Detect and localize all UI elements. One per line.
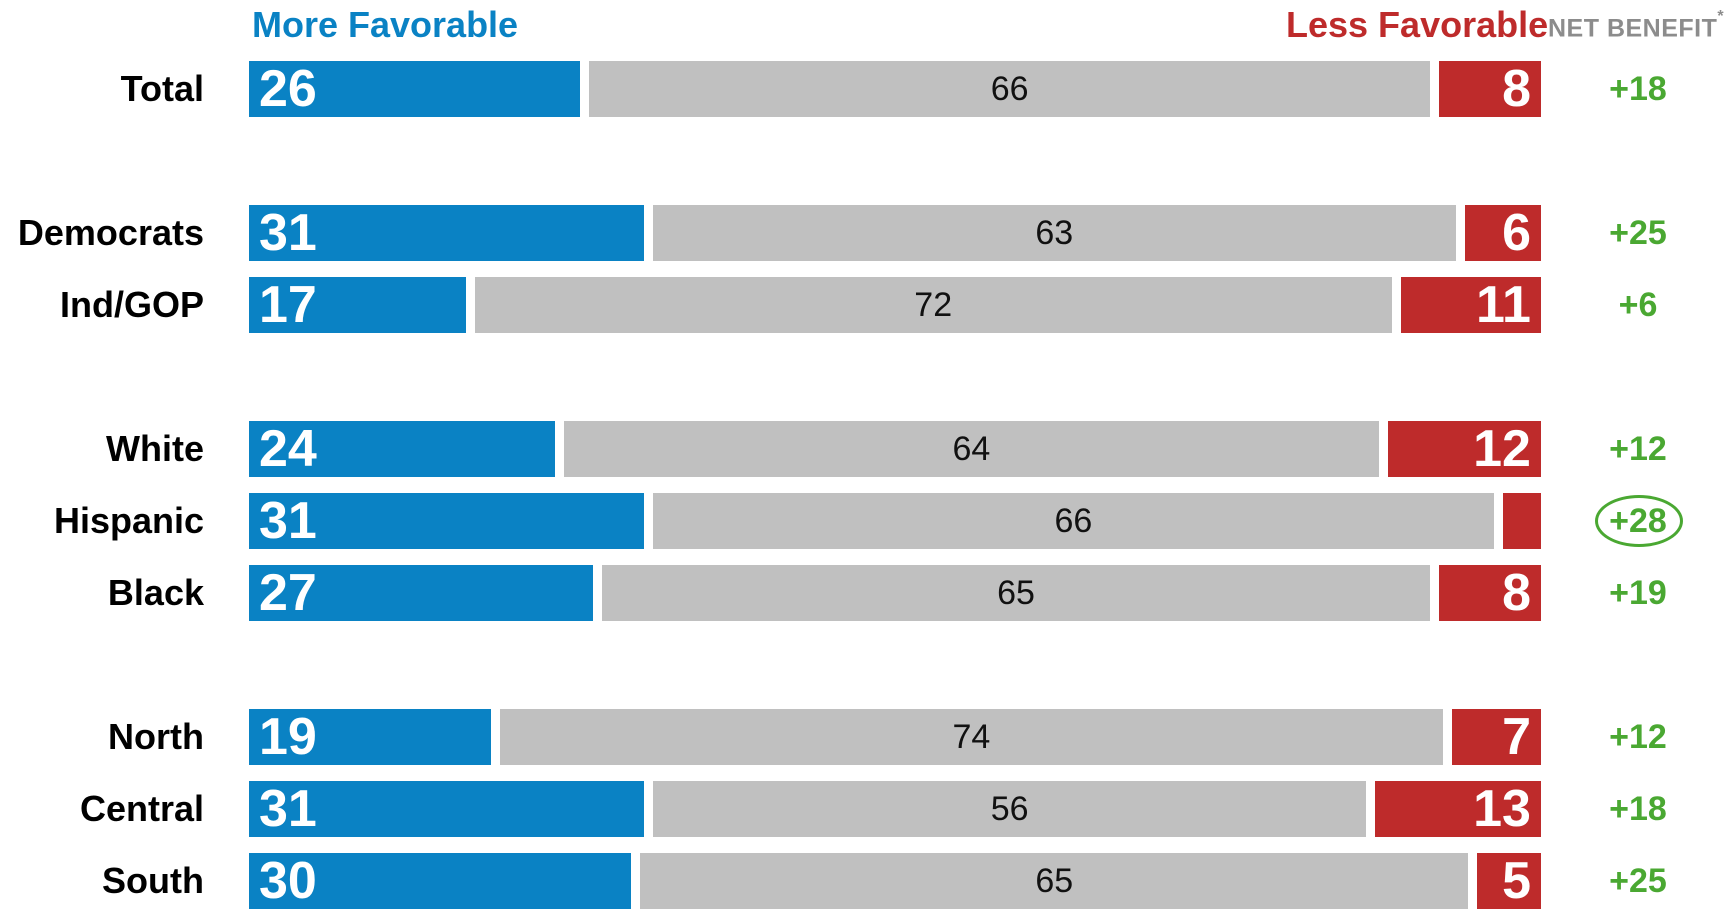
header-less-favorable: Less Favorable xyxy=(1286,4,1549,45)
net-benefit-value: +18 xyxy=(1609,70,1667,108)
bar-less-favorable xyxy=(1502,493,1541,549)
net-benefit-value: +6 xyxy=(1618,286,1658,324)
row-label: Central xyxy=(79,788,204,829)
bar-more-favorable: 27 xyxy=(249,565,593,621)
bar-more-favorable: 24 xyxy=(249,421,555,477)
bar-less-favorable: 5 xyxy=(1477,853,1541,909)
header-net-benefit: NET BENEFIT* xyxy=(1548,8,1724,43)
bar-more-favorable: 26 xyxy=(249,61,581,117)
bar-neutral: 66 xyxy=(589,61,1431,117)
bar-less-favorable: 8 xyxy=(1439,61,1541,117)
bar-neutral: 63 xyxy=(652,205,1456,261)
bar-less-favorable: 7 xyxy=(1451,709,1541,765)
row-label: Hispanic xyxy=(53,500,204,541)
bar-less-favorable: 11 xyxy=(1400,277,1541,333)
row-label: Black xyxy=(107,572,204,613)
bar-neutral: 74 xyxy=(500,709,1443,765)
net-benefit-value: +19 xyxy=(1609,574,1667,612)
bar-more-favorable: 19 xyxy=(249,709,492,765)
bar-neutral: 56 xyxy=(652,781,1367,837)
row-label: Total xyxy=(120,68,204,109)
bar-more-favorable: 17 xyxy=(249,277,466,333)
bar-less-favorable: 12 xyxy=(1388,421,1541,477)
header-more-favorable: More Favorable xyxy=(252,4,519,45)
bar-neutral: 65 xyxy=(640,853,1469,909)
row-label: South xyxy=(102,860,204,901)
header-net-benefit-text: NET BENEFIT xyxy=(1548,14,1718,43)
bar-neutral: 72 xyxy=(474,277,1392,333)
row-label: Democrats xyxy=(17,212,204,253)
bar-more-favorable: 31 xyxy=(249,205,644,261)
bar-neutral: 65 xyxy=(601,565,1431,621)
row-label: White xyxy=(106,428,204,469)
row-label: North xyxy=(108,716,204,757)
highlight-circle xyxy=(1595,495,1683,547)
bar-less-favorable: 6 xyxy=(1464,205,1541,261)
bar-less-favorable: 8 xyxy=(1439,565,1541,621)
bar-more-favorable: 31 xyxy=(249,781,644,837)
bar-neutral: 66 xyxy=(652,493,1494,549)
net-benefit-value: +18 xyxy=(1609,790,1667,828)
bar-less-favorable: 13 xyxy=(1375,781,1541,837)
net-benefit-value: +12 xyxy=(1609,718,1667,756)
net-benefit-value: +25 xyxy=(1609,862,1667,900)
net-benefit-value: +25 xyxy=(1609,214,1667,252)
bar-neutral: 64 xyxy=(563,421,1380,477)
row-label: Ind/GOP xyxy=(60,284,204,325)
net-benefit-value: +12 xyxy=(1609,430,1667,468)
header-net-benefit-mark: * xyxy=(1717,8,1725,25)
bar-more-favorable: 30 xyxy=(249,853,632,909)
bar-more-favorable: 31 xyxy=(249,493,644,549)
